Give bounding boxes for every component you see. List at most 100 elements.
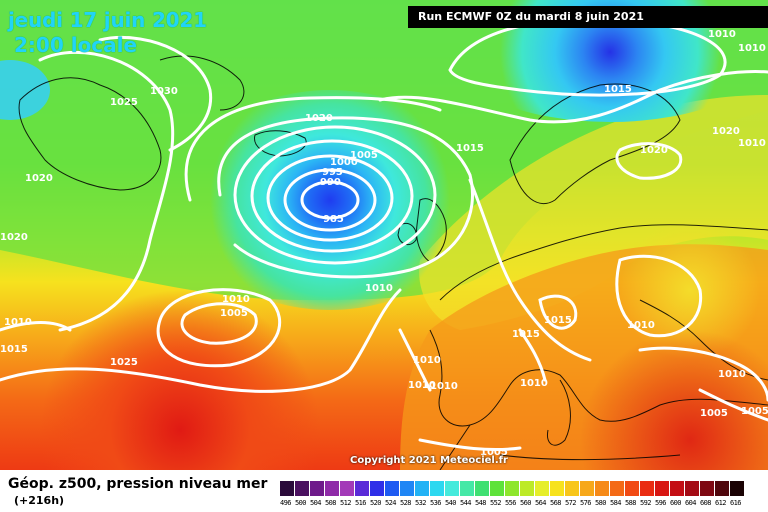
scale-tick-label: 612 [715,499,726,507]
isobar-label: 1020 [25,173,53,184]
isobar-label: 1015 [604,84,632,95]
color-swatch [475,481,490,496]
color-swatch [415,481,430,496]
scale-tick-label: 596 [655,499,666,507]
color-swatch [730,481,745,496]
color-swatch [610,481,625,496]
isobar-label: 1010 [4,317,32,328]
isobar-label: 1020 [0,232,28,243]
color-swatch [370,481,385,496]
isobar-label: 1010 [413,355,441,366]
color-swatch [640,481,655,496]
isobar-label: 1010 [738,43,766,54]
isobar-label: 1005 [741,406,768,417]
color-swatch [700,481,715,496]
isobar-label: 1010 [718,369,746,380]
copyright: Copyright 2021 Meteociel.fr [350,455,508,466]
color-swatch [445,481,460,496]
isobar-label: 1015 [0,344,28,355]
color-swatch [715,481,730,496]
isobars [0,17,768,452]
color-swatch [685,481,700,496]
scale-tick-label: 556 [505,499,516,507]
scale-tick-label: 504 [310,499,321,507]
isobar-label: 1010 [708,29,736,40]
forecast-date: jeudi 17 juin 2021 [8,8,207,32]
color-swatch [580,481,595,496]
color-swatch [325,481,340,496]
isobar-label: 1005 [700,408,728,419]
isobar-label: 1020 [305,113,333,124]
scale-tick-label: 524 [385,499,396,507]
isobar-labels: 1030 1025 1020 1020 1015 1010 1010 1005 … [0,29,768,458]
color-swatch [625,481,640,496]
isobar-label: 1010 [408,380,436,391]
scale-tick-label: 600 [670,499,681,507]
isobar-label: 1015 [544,315,572,326]
isobar-label: 1010 [365,283,393,294]
isobar-label: 1010 [520,378,548,389]
isobar-label: 1010 [738,138,766,149]
color-swatch [490,481,505,496]
scale-tick-label: 572 [565,499,576,507]
color-scale-ticks: 496 500 504 508 512 516 520 524 528 532 536 540 544 5… [280,499,745,507]
scale-tick-label: 608 [700,499,711,507]
isobar-label: 1010 [222,294,250,305]
isobar-label: 1005 [350,150,378,161]
isobar-label: 1005 [480,447,508,458]
scale-tick-label: 604 [685,499,696,507]
isobar-label: 1025 [110,97,138,108]
color-swatch [535,481,550,496]
scale-tick-label: 560 [520,499,531,507]
isobar-label: 985 [323,214,344,225]
scale-tick-label: 580 [595,499,606,507]
color-swatch [505,481,520,496]
color-swatch [520,481,535,496]
scale-tick-label: 536 [430,499,441,507]
legend-title: Géop. z500, pression niveau mer [8,476,268,492]
color-swatch [310,481,325,496]
isobar-label: 1010 [627,320,655,331]
model-run-banner: Run ECMWF 0Z du mardi 8 juin 2021 [408,6,768,28]
scale-tick-label: 548 [475,499,486,507]
scale-tick-label: 592 [640,499,651,507]
color-swatch [340,481,355,496]
scale-tick-label: 532 [415,499,426,507]
isobar-label: 1030 [150,86,178,97]
isobar-label: 1005 [220,308,248,319]
color-swatch [430,481,445,496]
forecast-time: 2:00 locale [14,33,138,57]
scale-tick-label: 540 [445,499,456,507]
color-swatch [355,481,370,496]
isobar-label: 1010 [430,381,458,392]
scale-tick-label: 568 [550,499,561,507]
color-swatch [565,481,580,496]
color-swatch [280,481,295,496]
scale-tick-label: 588 [625,499,636,507]
isobar-label: 1000 [330,157,358,168]
color-swatch [655,481,670,496]
scale-tick-label: 552 [490,499,501,507]
legend-subtitle: (+216h) [14,494,65,507]
scale-tick-label: 616 [730,499,741,507]
scale-tick-label: 512 [340,499,351,507]
scale-tick-label: 584 [610,499,621,507]
scale-tick-label: 528 [400,499,411,507]
color-scale [280,481,745,496]
isobar-label: 1020 [712,126,740,137]
color-swatch [460,481,475,496]
isobar-label: 1020 [640,145,668,156]
weather-map: 1030 1025 1020 1020 1015 1010 1010 1005 … [0,0,768,470]
scale-tick-label: 520 [370,499,381,507]
scale-tick-label: 508 [325,499,336,507]
color-swatch [550,481,565,496]
color-swatch [670,481,685,496]
isobar-label: 1015 [512,329,540,340]
isobar-label: 990 [320,177,341,188]
scale-tick-label: 496 [280,499,291,507]
scale-tick-label: 544 [460,499,471,507]
color-swatch [295,481,310,496]
color-swatch [400,481,415,496]
isobar-label: 1015 [456,143,484,154]
color-swatch [385,481,400,496]
